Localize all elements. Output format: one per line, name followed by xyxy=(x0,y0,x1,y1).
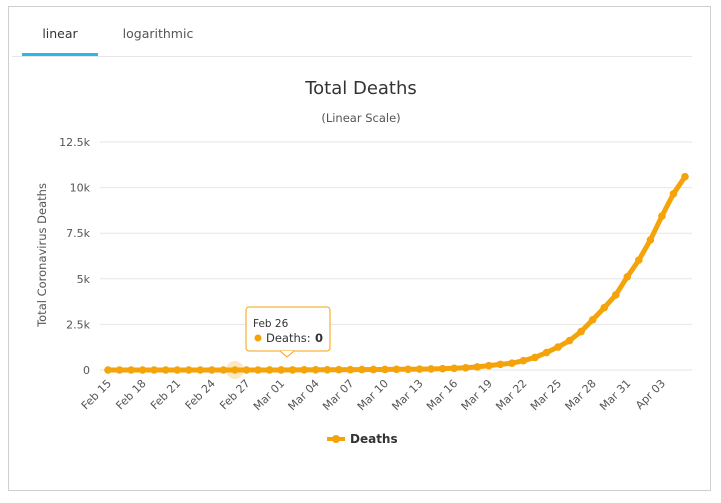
data-point xyxy=(681,172,689,181)
data-point xyxy=(392,365,401,374)
y-tick-label: 7.5k xyxy=(66,227,90,240)
data-point xyxy=(323,365,332,374)
data-point xyxy=(300,366,308,374)
x-tick-label: Feb 24 xyxy=(183,377,218,412)
data-point xyxy=(277,366,285,374)
scale-tabs: linear logarithmic xyxy=(12,12,692,57)
x-tick-label: Mar 07 xyxy=(320,377,356,413)
data-point xyxy=(450,364,459,373)
tooltip-pointer xyxy=(279,350,295,358)
data-point xyxy=(577,327,585,336)
y-tick-label: 0 xyxy=(83,364,90,377)
tooltip-marker xyxy=(254,334,262,342)
y-tick-label: 5k xyxy=(77,273,91,286)
data-point xyxy=(150,366,158,374)
data-point xyxy=(519,356,528,365)
x-tick-label: Mar 25 xyxy=(528,377,564,413)
data-point xyxy=(288,366,297,374)
data-point xyxy=(427,365,435,373)
x-tick-label: Feb 15 xyxy=(79,377,114,412)
x-tick-label: Mar 22 xyxy=(493,377,529,413)
grid xyxy=(100,141,692,371)
data-point xyxy=(611,291,620,299)
data-point xyxy=(369,365,378,374)
data-point xyxy=(104,366,112,374)
x-tick-label: Mar 19 xyxy=(459,377,495,413)
tooltip: Feb 26 Deaths: 0 xyxy=(245,306,331,358)
data-point xyxy=(219,366,228,374)
series-deaths[interactable] xyxy=(104,172,689,379)
data-point xyxy=(415,365,424,373)
data-point xyxy=(381,365,389,374)
y-tick-label: 12.5k xyxy=(59,136,90,149)
deaths-line xyxy=(105,174,688,373)
data-point xyxy=(542,348,551,357)
chart-panel xyxy=(8,6,711,491)
data-point xyxy=(438,364,447,373)
y-axis: 0 2.5k 5k 7.5k 10k 12.5k xyxy=(59,136,90,377)
x-tick-label: Feb 21 xyxy=(148,377,183,412)
data-point xyxy=(208,366,216,374)
data-point xyxy=(646,236,655,244)
x-tick-label: Mar 13 xyxy=(389,377,425,413)
y-tick-label: 2.5k xyxy=(66,318,90,331)
data-point xyxy=(265,366,274,374)
x-tick-label: Mar 28 xyxy=(563,377,599,413)
data-point xyxy=(588,315,597,324)
x-tick-label: Feb 27 xyxy=(217,377,252,412)
data-point xyxy=(404,365,412,374)
data-point xyxy=(473,363,482,371)
x-tick-label: Mar 31 xyxy=(597,377,633,413)
data-point xyxy=(531,353,539,362)
data-point xyxy=(461,363,470,372)
data-point xyxy=(231,366,239,374)
chart-title: Total Deaths xyxy=(304,78,417,99)
data-point xyxy=(565,336,574,345)
data-point xyxy=(485,361,493,370)
x-tick-label: Mar 10 xyxy=(355,377,391,413)
tooltip-value: 0 xyxy=(315,331,323,345)
data-point xyxy=(184,366,193,374)
y-tick-label: 10k xyxy=(70,182,91,195)
data-point xyxy=(242,366,251,374)
data-point xyxy=(161,366,170,374)
data-point xyxy=(496,360,505,369)
data-point xyxy=(335,365,343,374)
data-point xyxy=(173,366,182,374)
data-point xyxy=(508,359,516,367)
data-point xyxy=(600,303,609,312)
data-point xyxy=(669,190,678,198)
data-point xyxy=(658,212,666,220)
tab-linear[interactable]: linear xyxy=(22,12,98,56)
data-point xyxy=(635,256,643,264)
chart-subtitle: (Linear Scale) xyxy=(321,111,400,125)
data-point xyxy=(138,366,147,374)
data-point xyxy=(554,343,562,351)
y-axis-title: Total Coronavirus Deaths xyxy=(35,183,49,328)
tooltip-date: Feb 26 xyxy=(253,318,289,330)
data-point xyxy=(311,365,320,374)
legend[interactable]: Deaths xyxy=(327,432,398,446)
x-tick-label: Mar 01 xyxy=(251,377,287,413)
legend-label-deaths[interactable]: Deaths xyxy=(350,432,398,446)
data-point xyxy=(254,366,262,374)
x-tick-label: Mar 04 xyxy=(286,377,322,413)
legend-marker xyxy=(332,435,340,443)
data-point xyxy=(115,366,124,374)
tooltip-label: Deaths: xyxy=(266,331,311,345)
data-point xyxy=(127,366,135,374)
x-tick-label: Apr 03 xyxy=(633,377,668,412)
data-point xyxy=(346,365,355,374)
tab-logarithmic[interactable]: logarithmic xyxy=(122,26,194,41)
data-point xyxy=(623,272,632,281)
x-tick-label: Mar 16 xyxy=(424,377,460,413)
data-point xyxy=(196,366,205,374)
data-point xyxy=(358,365,366,374)
x-tick-label: Feb 18 xyxy=(113,377,148,412)
